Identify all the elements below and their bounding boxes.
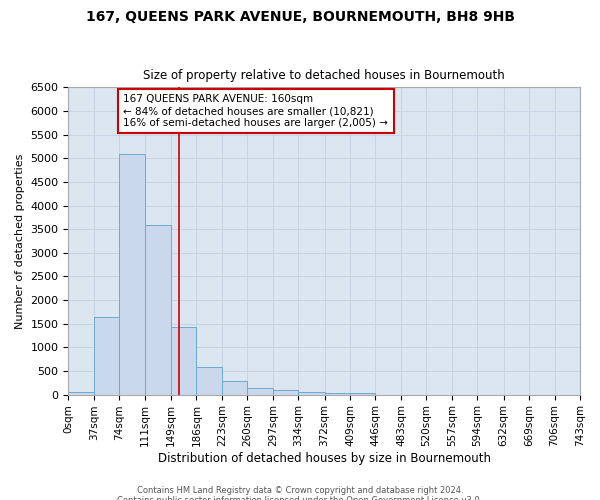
Y-axis label: Number of detached properties: Number of detached properties [15, 154, 25, 328]
Title: Size of property relative to detached houses in Bournemouth: Size of property relative to detached ho… [143, 69, 505, 82]
Bar [196, 367, 222, 394]
Bar [171, 327, 196, 394]
Text: Contains HM Land Registry data © Crown copyright and database right 2024.: Contains HM Land Registry data © Crown c… [137, 486, 463, 495]
X-axis label: Distribution of detached houses by size in Bournemouth: Distribution of detached houses by size … [158, 452, 491, 465]
Bar [273, 390, 298, 394]
Text: Contains public sector information licensed under the Open Government Licence v3: Contains public sector information licen… [118, 496, 482, 500]
Bar [350, 393, 376, 394]
Bar [68, 392, 94, 394]
Bar [222, 381, 247, 394]
Bar [298, 392, 325, 394]
Bar [145, 226, 171, 394]
Bar [94, 316, 119, 394]
Bar [119, 154, 145, 394]
Bar [247, 388, 273, 394]
Text: 167, QUEENS PARK AVENUE, BOURNEMOUTH, BH8 9HB: 167, QUEENS PARK AVENUE, BOURNEMOUTH, BH… [86, 10, 515, 24]
Text: 167 QUEENS PARK AVENUE: 160sqm
← 84% of detached houses are smaller (10,821)
16%: 167 QUEENS PARK AVENUE: 160sqm ← 84% of … [124, 94, 388, 128]
Bar [325, 393, 350, 394]
